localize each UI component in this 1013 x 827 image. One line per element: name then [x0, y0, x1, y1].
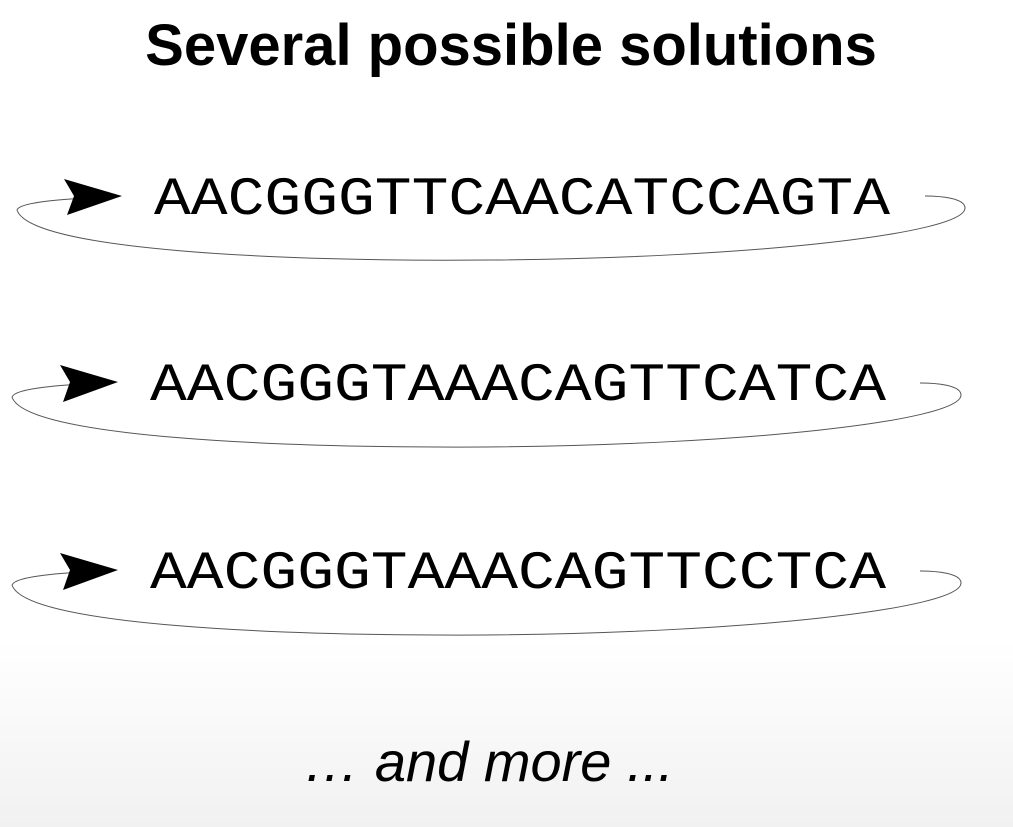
solution-loop-3: AACGGGTAAACAGTTCCTCA — [11, 544, 962, 636]
arrowhead-icon — [60, 365, 118, 402]
solutions-diagram: AACGGGTTCAACATCCAGTA AACGGGTAAACAGTTCATC… — [11, 170, 966, 636]
and-more-caption: … and more ... — [303, 730, 674, 793]
loop-curve — [11, 569, 962, 636]
slide-title: Several possible solutions — [145, 13, 877, 78]
solution-loop-1: AACGGGTTCAACATCCAGTA — [16, 170, 966, 261]
loop-curve — [16, 195, 966, 261]
solution-loop-2: AACGGGTAAACAGTTCATCA — [11, 356, 962, 448]
sequence-text-3: AACGGGTAAACAGTTCCTCA — [150, 544, 887, 605]
arrowhead-icon — [64, 179, 122, 215]
loop-curve — [11, 381, 962, 448]
sequence-text-1: AACGGGTTCAACATCCAGTA — [154, 170, 891, 231]
sequence-text-2: AACGGGTAAACAGTTCATCA — [150, 356, 887, 417]
arrowhead-icon — [60, 553, 118, 590]
